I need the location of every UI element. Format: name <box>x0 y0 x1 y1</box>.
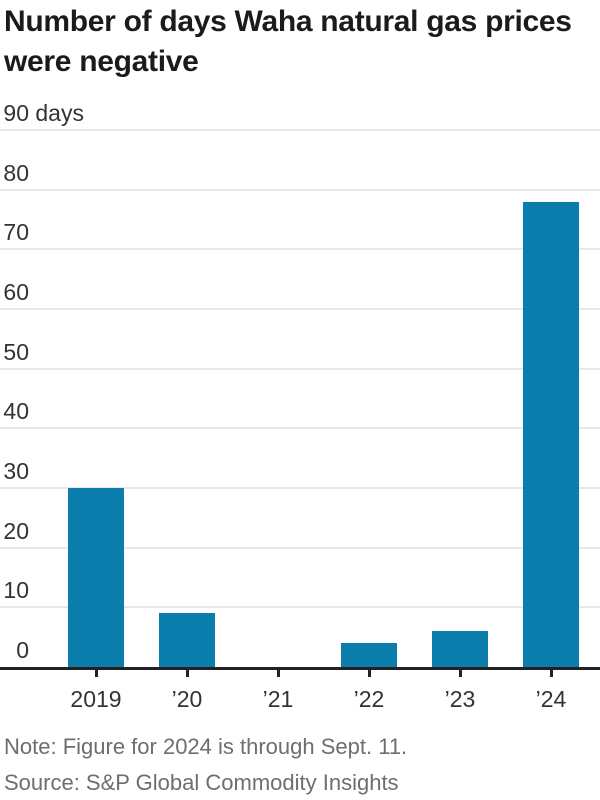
x-axis-label-24: ’24 <box>535 686 567 712</box>
y-axis-label-60: 60 <box>0 281 29 304</box>
x-axis-tick-2019 <box>95 667 98 677</box>
y-axis-tick-value: 30 <box>3 458 29 484</box>
y-axis-tick-value: 40 <box>3 398 29 424</box>
gridline-40 <box>0 427 600 429</box>
bar-23 <box>432 631 488 667</box>
gridline-80 <box>0 189 600 191</box>
y-axis-unit-label: days <box>29 100 84 126</box>
y-axis-label-70: 70 <box>0 221 29 244</box>
y-axis-label-80: 80 <box>0 162 29 185</box>
x-axis-tick-23 <box>459 667 462 677</box>
x-axis-tick-21 <box>277 667 280 677</box>
x-axis-tick-22 <box>368 667 371 677</box>
y-axis-tick-value: 90 <box>3 100 29 126</box>
gridline-60 <box>0 308 600 310</box>
y-axis-tick-value: 70 <box>3 219 29 245</box>
y-axis-label-10: 10 <box>0 579 29 602</box>
x-axis-tick-24 <box>550 667 553 677</box>
x-axis-label-21: ’21 <box>262 686 294 712</box>
gridline-70 <box>0 248 600 250</box>
gridline-20 <box>0 547 600 549</box>
chart-title-line-2: were negative <box>4 45 199 78</box>
gridline-30 <box>0 487 600 489</box>
x-axis-label-20: ’20 <box>171 686 203 712</box>
bar-22 <box>341 643 397 667</box>
y-axis-label-50: 50 <box>0 341 29 364</box>
chart-note: Note: Figure for 2024 is through Sept. 1… <box>4 734 408 759</box>
x-axis-label-23: ’23 <box>444 686 476 712</box>
x-axis-label-22: ’22 <box>353 686 385 712</box>
gridline-10 <box>0 606 600 608</box>
chart-source: Source: S&P Global Commodity Insights <box>4 770 399 795</box>
x-axis-label-2019: 2019 <box>70 686 122 712</box>
y-axis-tick-value: 0 <box>16 637 29 663</box>
y-axis-label-40: 40 <box>0 400 29 423</box>
x-axis-tick-20 <box>186 667 189 677</box>
bar-24 <box>523 202 579 667</box>
y-axis-tick-value: 60 <box>3 279 29 305</box>
y-axis-tick-value: 10 <box>3 577 29 603</box>
y-axis-tick-value: 50 <box>3 339 29 365</box>
chart-title: Number of days Waha natural gas prices w… <box>4 2 572 82</box>
chart-title-line-1: Number of days Waha natural gas prices <box>4 5 572 38</box>
y-axis-tick-value: 20 <box>3 518 29 544</box>
y-axis-label-0: 0 <box>0 639 29 662</box>
gridline-50 <box>0 368 600 370</box>
x-axis-line <box>0 667 600 670</box>
bar-2019 <box>68 488 124 667</box>
y-axis-label-30: 30 <box>0 460 29 483</box>
y-axis-label-90: 90 days <box>0 102 84 125</box>
y-axis-label-20: 20 <box>0 520 29 543</box>
gridline-90 <box>0 129 600 131</box>
bar-20 <box>159 613 215 667</box>
y-axis-tick-value: 80 <box>3 160 29 186</box>
